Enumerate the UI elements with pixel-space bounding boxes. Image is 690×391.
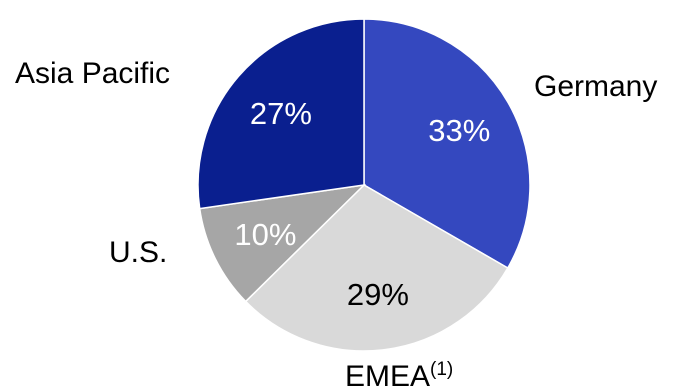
percentage-labels: 33% 29% 10% 27% [234,96,490,312]
pct-label-germany: 33% [428,113,490,148]
category-label-emea-footnote: (1) [430,359,453,380]
category-label-us: U.S. [109,236,167,269]
pie-slice-u-s [198,183,367,303]
pie-slice-germany [363,18,531,270]
pct-label-asia-pacific: 27% [250,96,312,131]
pie-slice-asia-pacific [197,18,365,210]
pct-label-u-s: 10% [234,217,296,252]
category-label-emea: EMEA(1) [345,359,453,391]
category-label-asia-pacific: Asia Pacific [15,57,170,90]
pct-label-emea: 29% [347,277,409,312]
category-label-germany: Germany [534,70,657,103]
pie-slices [197,18,531,352]
category-label-emea-text: EMEA [345,360,430,391]
pie-slice-emea [244,184,509,352]
